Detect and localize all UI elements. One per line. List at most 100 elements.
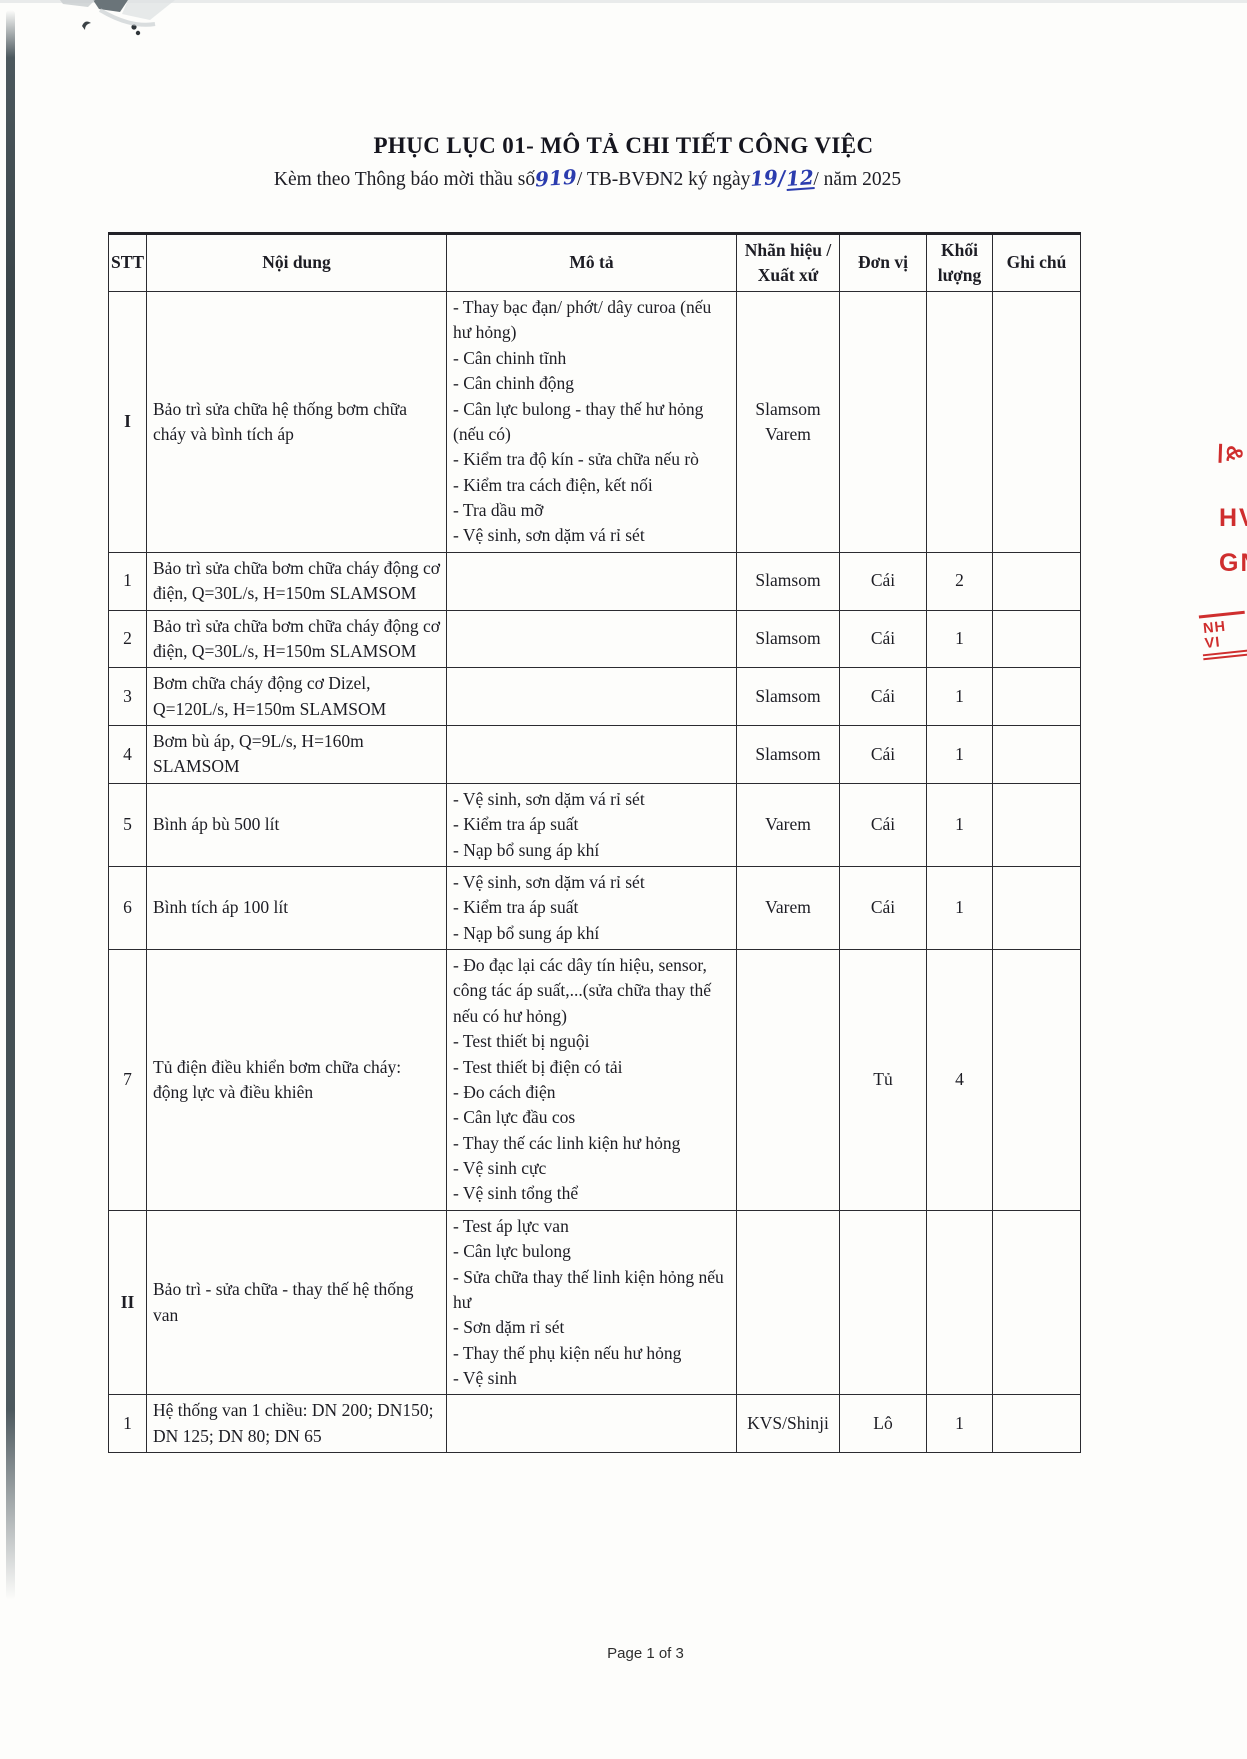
cell-ghi-chu <box>992 551 1081 611</box>
column-header: Nội dung <box>146 232 447 292</box>
description-line: - Tra dầu mỡ <box>453 500 544 520</box>
description-line: - Kiểm tra độ kín - sửa chữa nếu rò <box>453 449 699 470</box>
cell-khoi-luong: 4 <box>926 949 993 1211</box>
cell-stt: 1 <box>108 551 147 611</box>
description-line: - Sửa chữa thay thế linh kiện hỏng nếu h… <box>453 1266 724 1312</box>
table-row: 1 Hệ thống van 1 chiều: DN 200; DN150; DN… <box>108 1394 1081 1454</box>
cell-mo-ta <box>446 609 737 669</box>
table-row: II Bảo trì - sửa chữa - thay thế hệ thống… <box>108 1209 1081 1396</box>
cell-don-vi: Cái <box>839 782 927 867</box>
cell-mo-ta: - Đo đạc lại các dây tín hiệu, sensor, c… <box>446 949 737 1211</box>
scan-corner-artifact <box>60 0 175 36</box>
table-row: 2 Bảo trì sửa chữa bơm chữa cháy động cơ … <box>108 609 1081 669</box>
cell-nhan-hieu <box>736 949 840 1211</box>
cell-nhan-hieu: Slamsom <box>736 725 840 784</box>
cell-khoi-luong <box>926 1209 993 1396</box>
description-line: - Cân lực bulong - thay thế hư hỏng (nếu… <box>453 398 704 444</box>
cell-noi-dung: Bơm bù áp, Q=9L/s, H=160m SLAMSOM <box>146 725 447 784</box>
cell-nhan-hieu: Slamsom Varem <box>736 291 840 553</box>
cell-noi-dung: Bảo trì sửa chữa bơm chữa cháy động cơ đ… <box>146 609 447 669</box>
subtitle-text-mid: / TB-BVĐN2 ký ngày <box>576 169 751 190</box>
cell-ghi-chu <box>992 725 1081 784</box>
stamp-fragment-text-2: GN <box>1219 549 1247 577</box>
handwritten-day: 19 <box>749 165 780 191</box>
work-description-table: STT Nội dung Mô tả Nhãn hiệu / Xuất xứ Đơn v… <box>108 232 1081 1454</box>
description-line: - Vệ sinh <box>453 1368 517 1388</box>
cell-stt: 2 <box>108 609 147 669</box>
cell-noi-dung: Hệ thống van 1 chiều: DN 200; DN150; DN … <box>146 1394 447 1454</box>
cell-ghi-chu <box>992 1394 1081 1454</box>
stamp-fragment-boxed: NH VI <box>1198 610 1247 661</box>
column-header: Khối lượng <box>926 232 993 292</box>
description-line: - Đo cách điện <box>453 1081 556 1102</box>
cell-mo-ta: - Test áp lực van - Cân lực bulong - Sửa c… <box>446 1209 737 1396</box>
cell-noi-dung: Bảo trì sửa chữa hệ thống bơm chữa cháy … <box>146 291 447 553</box>
cell-don-vi: Cái <box>839 609 927 669</box>
cell-nhan-hieu: KVS/Shinji <box>736 1394 840 1454</box>
column-header: Đơn vị <box>839 232 927 292</box>
description-line: - Thay thế các linh kiện hư hỏng <box>453 1132 681 1153</box>
description-line: - Kiểm tra áp suất <box>453 814 579 835</box>
cell-nhan-hieu: Slamsom <box>736 667 840 726</box>
description-line: - Nạp bổ sung áp khí <box>453 922 600 943</box>
cell-khoi-luong: 1 <box>926 609 993 669</box>
cell-noi-dung: Bảo trì sửa chữa bơm chữa cháy động cơ đ… <box>146 551 447 611</box>
description-line: - Nạp bổ sung áp khí <box>453 839 600 860</box>
cell-don-vi <box>839 1209 927 1396</box>
description-line: - Thay bạc đạn/ phớt/ dây curoa (nếu hư … <box>453 297 712 343</box>
cell-noi-dung: Bảo trì - sửa chữa - thay thế hệ thống v… <box>146 1209 447 1396</box>
column-header: Ghi chú <box>992 232 1081 292</box>
table-row: 1 Bảo trì sửa chữa bơm chữa cháy động cơ … <box>108 551 1081 611</box>
cell-khoi-luong: 2 <box>926 551 993 611</box>
table-row: 7 Tủ điện điều khiển bơm chữa cháy: động … <box>108 949 1081 1211</box>
description-line: - Vệ sinh tổng thể <box>453 1183 579 1204</box>
cell-mo-ta <box>446 1394 737 1454</box>
description-line: - Kiểm tra áp suất <box>453 897 579 918</box>
subtitle-text-post: / năm 2025 <box>813 169 902 190</box>
cell-ghi-chu <box>992 782 1081 867</box>
stamp-fragment-symbol: & <box>1218 443 1247 464</box>
cell-khoi-luong: 1 <box>926 1394 993 1454</box>
cell-khoi-luong: 1 <box>926 725 993 784</box>
column-header: Nhãn hiệu / Xuất xứ <box>736 232 840 292</box>
subtitle-text-pre: Kèm theo Thông báo mời thầu số <box>273 169 536 190</box>
handwritten-month: 12 <box>784 165 815 191</box>
cell-khoi-luong <box>926 291 993 553</box>
table-row: I Bảo trì sửa chữa hệ thống bơm chữa cháy… <box>108 291 1081 553</box>
description-line: - Thay thế phụ kiện nếu hư hỏng <box>453 1342 682 1363</box>
cell-noi-dung: Bơm chữa cháy động cơ Dizel, Q=120L/s, H… <box>146 667 447 726</box>
stamp-fragment-text-1: HV <box>1219 504 1247 532</box>
cell-ghi-chu <box>992 949 1081 1211</box>
description-line: - Test thiết bị điện có tải <box>453 1056 623 1077</box>
cell-mo-ta: - Thay bạc đạn/ phớt/ dây curoa (nếu hư … <box>446 291 737 553</box>
cell-khoi-luong: 1 <box>926 865 993 951</box>
cell-noi-dung: Bình áp bù 500 lít <box>146 782 447 867</box>
description-line: - Đo đạc lại các dây tín hiệu, sensor, c… <box>453 955 712 1026</box>
cell-nhan-hieu: Varem <box>736 782 840 867</box>
cell-mo-ta <box>446 725 737 784</box>
scan-left-edge <box>6 10 15 1600</box>
cell-don-vi: Lô <box>839 1394 927 1454</box>
cell-don-vi: Tủ <box>839 949 927 1211</box>
cell-ghi-chu <box>992 291 1081 553</box>
description-line: - Cân chinh động <box>453 373 575 394</box>
cell-mo-ta: - Vệ sinh, sơn dặm vá rỉ sét - Kiểm tra á… <box>446 865 737 951</box>
cell-khoi-luong: 1 <box>926 782 993 867</box>
description-line: - Test áp lực van <box>453 1215 569 1236</box>
cell-stt: 7 <box>108 949 147 1211</box>
scan-top-edge <box>0 0 1247 3</box>
cell-ghi-chu <box>992 667 1081 726</box>
cell-khoi-luong: 1 <box>926 667 993 726</box>
description-line: - Vệ sinh, sơn dặm vá rỉ sét <box>453 525 645 546</box>
description-line: - Cân lực đầu cos <box>453 1107 576 1128</box>
description-line: - Vệ sinh, sơn dặm vá rỉ sét <box>453 871 645 892</box>
cell-stt: II <box>108 1209 147 1396</box>
column-header: Mô tả <box>446 232 737 292</box>
table-row: 3 Bơm chữa cháy động cơ Dizel, Q=120L/s, … <box>108 667 1081 726</box>
cell-mo-ta <box>446 551 737 611</box>
cell-don-vi: Cái <box>839 865 927 951</box>
table-row: 5 Bình áp bù 500 lít - Vệ sinh, sơn dặm vá… <box>108 782 1081 867</box>
cell-stt: 5 <box>108 782 147 867</box>
cell-don-vi: Cái <box>839 551 927 611</box>
